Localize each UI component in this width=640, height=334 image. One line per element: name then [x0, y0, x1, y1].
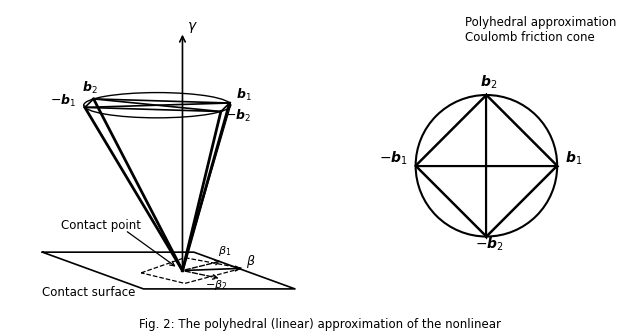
Polygon shape	[42, 252, 295, 289]
Text: Coulomb friction cone: Coulomb friction cone	[465, 31, 595, 44]
Text: $-\boldsymbol{b}_2$: $-\boldsymbol{b}_2$	[225, 108, 252, 124]
Text: $-\beta_2$: $-\beta_2$	[205, 278, 228, 292]
Text: $\boldsymbol{b}_2$: $\boldsymbol{b}_2$	[481, 74, 498, 91]
Text: $\boldsymbol{b}_1$: $\boldsymbol{b}_1$	[236, 88, 252, 104]
Text: Fig. 2: The polyhedral (linear) approximation of the nonlinear: Fig. 2: The polyhedral (linear) approxim…	[139, 318, 501, 331]
Text: $-\boldsymbol{b}_2$: $-\boldsymbol{b}_2$	[475, 235, 504, 253]
Text: Contact surface: Contact surface	[42, 286, 136, 299]
Text: $\gamma$: $\gamma$	[187, 20, 198, 35]
Text: $\beta_1$: $\beta_1$	[218, 244, 232, 259]
Text: $-\boldsymbol{b}_1$: $-\boldsymbol{b}_1$	[51, 93, 77, 109]
Text: $\boldsymbol{b}_1$: $\boldsymbol{b}_1$	[565, 150, 582, 167]
Text: Polyhedral approximation: Polyhedral approximation	[465, 16, 616, 29]
Text: $\beta$: $\beta$	[246, 253, 255, 270]
Text: $-\boldsymbol{b}_1$: $-\boldsymbol{b}_1$	[378, 150, 408, 167]
Text: Contact point: Contact point	[61, 219, 141, 232]
Text: $\boldsymbol{b}_2$: $\boldsymbol{b}_2$	[82, 79, 98, 96]
